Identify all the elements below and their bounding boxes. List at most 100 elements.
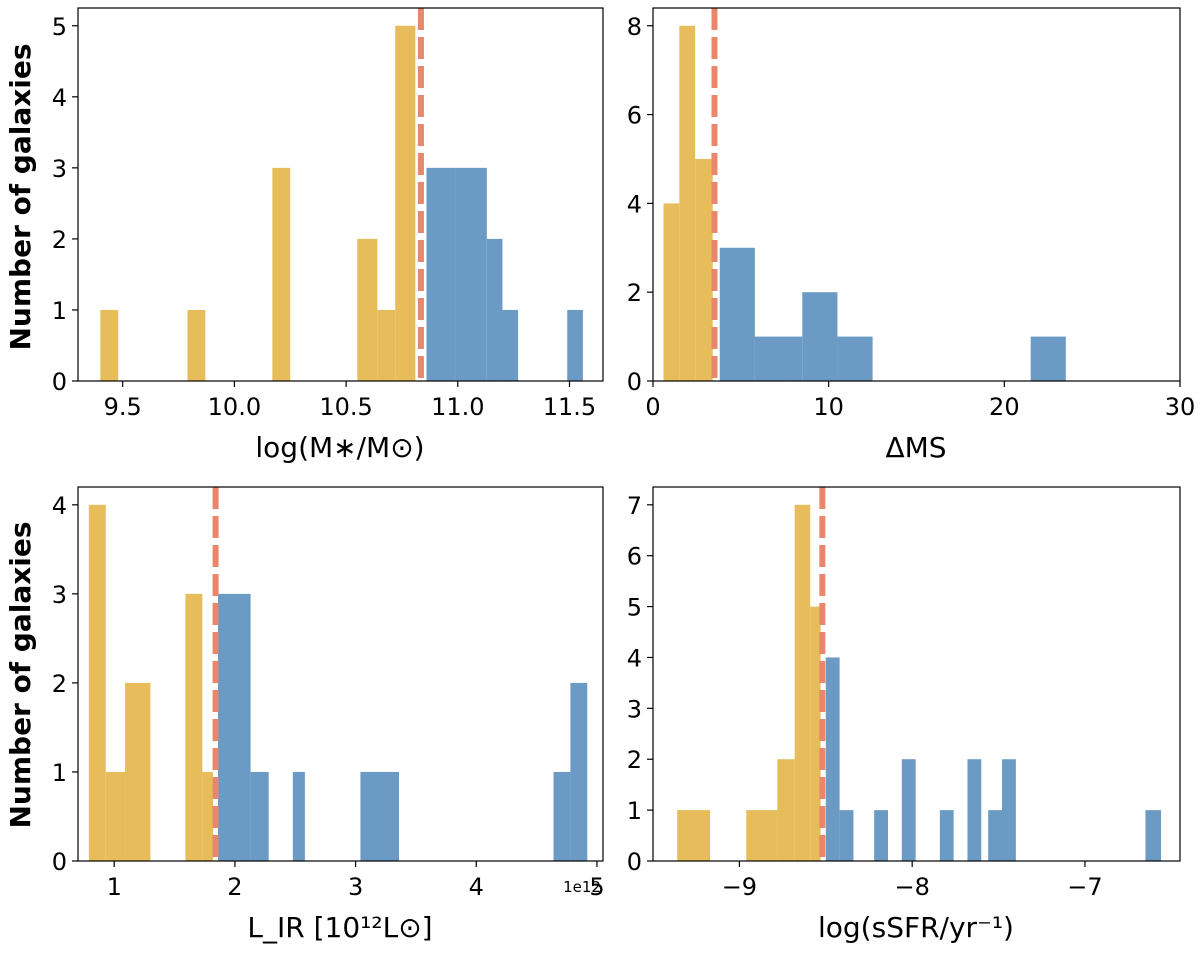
dms-ytick-label-1: 2 [627, 279, 642, 307]
dms-ytick-label-0: 0 [627, 368, 642, 396]
ssfr-ytick-label-0: 0 [627, 848, 642, 876]
dms-xtick-label-3: 30 [1165, 393, 1196, 421]
xlabel-specific-sfr: log(sSFR/yr⁻¹) [818, 911, 1014, 944]
ssfr-ytick-label-4: 4 [627, 644, 642, 672]
dms-bar-below-0 [663, 203, 680, 381]
panel-infrared-luminosity: 1 2 3 4 5 0 1 2 3 4 [52, 486, 605, 901]
ssfr-ytick-label-7: 7 [627, 492, 642, 520]
lir-bar-below-3 [185, 593, 203, 861]
ssfr-bar-above-2 [874, 810, 888, 861]
ssfr-ytick-label-1: 1 [627, 797, 642, 825]
ssfr-ytick-label-3: 3 [627, 695, 642, 723]
dms-bar-above-0 [719, 247, 755, 381]
ssfr-bar-above-5 [967, 759, 982, 861]
ssfr-xtick-label-2: −7 [1067, 873, 1102, 901]
mstar-bar-above-1 [455, 167, 487, 381]
mstar-ytick-label-0: 0 [52, 368, 67, 396]
mstar-xtick-label-4: 11.5 [543, 393, 596, 421]
dms-xtick-label-1: 10 [813, 393, 844, 421]
ssfr-bar-above-4 [939, 810, 954, 861]
lir-bar-above-1 [250, 771, 269, 861]
mstar-bar-below-0 [100, 309, 119, 381]
dms-ytick-label-4: 8 [627, 13, 642, 41]
mstar-axes-frame [77, 7, 604, 382]
dms-xtick-label-2: 20 [989, 393, 1020, 421]
mstar-bar-above-2 [486, 238, 503, 381]
mstar-ytick-label-3: 3 [52, 155, 67, 183]
lir-ytick-label-1: 1 [52, 759, 67, 787]
lir-bar-below-1 [105, 771, 126, 861]
lir-ytick-label-4: 4 [52, 492, 67, 520]
mstar-bar-above-0 [426, 167, 456, 381]
ssfr-xtick-label-0: −9 [722, 873, 757, 901]
lir-ytick-label-3: 3 [52, 581, 67, 609]
lir-ytick-label-0: 0 [52, 848, 67, 876]
ssfr-ytick-label-2: 2 [627, 746, 642, 774]
mstar-xtick-label-0: 9.5 [104, 393, 142, 421]
panel-specific-sfr: −9 −8 −7 0 1 2 3 4 5 6 7 [627, 486, 1181, 901]
mstar-bar-above-3 [502, 309, 519, 381]
ssfr-bar-below-0 [677, 810, 711, 861]
lir-bar-above-3 [360, 771, 400, 861]
dms-bar-below-2 [695, 158, 713, 381]
lir-bar-above-2 [292, 771, 305, 861]
ssfr-bar-above-7 [1002, 759, 1016, 861]
mstar-ytick-label-2: 2 [52, 226, 67, 254]
dms-axes-frame [652, 7, 1181, 382]
ssfr-bar-below-2 [777, 759, 795, 861]
dms-bar-above-1 [754, 336, 791, 381]
mstar-ytick-label-4: 4 [52, 84, 67, 112]
ssfr-bar-below-3 [794, 504, 811, 861]
dms-bar-below-1 [679, 25, 696, 382]
dms-bar-above-5 [1030, 336, 1066, 381]
ssfr-bar-above-1 [839, 810, 854, 861]
xlabel-stellar-mass: log(M∗/M⊙) [255, 431, 424, 464]
ssfr-bar-above-3 [901, 759, 916, 861]
xlabel-delta-ms: ΔMS [885, 431, 946, 464]
mstar-xtick-label-2: 10.5 [319, 393, 372, 421]
panel-delta-ms: 0 10 20 30 0 2 4 6 8 [627, 7, 1196, 421]
lir-bar-above-4 [553, 771, 571, 861]
offset-text-lir: 1e12 [563, 878, 601, 896]
lir-bar-above-5 [570, 682, 588, 861]
lir-axes-frame [77, 486, 604, 862]
ssfr-bar-above-8 [1145, 810, 1161, 861]
mstar-bar-below-3 [357, 238, 378, 381]
ssfr-bar-above-6 [988, 810, 1003, 861]
mstar-ytick-label-5: 5 [52, 13, 67, 41]
ssfr-ytick-label-6: 6 [627, 543, 642, 571]
ssfr-bar-above-0 [825, 657, 840, 861]
ssfr-ytick-label-5: 5 [627, 594, 642, 622]
lir-bar-below-4 [202, 771, 214, 861]
lir-bar-below-2 [125, 682, 151, 861]
dms-bar-above-3 [802, 292, 838, 381]
mstar-bar-below-2 [272, 167, 291, 381]
ylabel-top: Number of galaxies [4, 43, 37, 350]
ssfr-axes-frame [652, 486, 1181, 862]
dms-xtick-label-0: 0 [645, 393, 660, 421]
dms-bar-above-4 [837, 336, 873, 381]
lir-xtick-label-2: 3 [348, 873, 363, 901]
lir-xtick-label-3: 4 [469, 873, 484, 901]
lir-bar-above-0 [218, 593, 251, 861]
mstar-ytick-label-1: 1 [52, 297, 67, 325]
lir-xtick-label-4: 5 [589, 873, 604, 901]
mstar-xtick-label-3: 11.0 [431, 393, 484, 421]
mstar-bar-above-4 [567, 309, 583, 381]
mstar-bar-below-1 [187, 309, 206, 381]
ssfr-bar-below-4 [810, 606, 821, 861]
mstar-bar-below-5 [395, 25, 416, 382]
lir-xtick-label-1: 2 [227, 873, 242, 901]
mstar-xtick-label-1: 10.0 [208, 393, 261, 421]
lir-xtick-label-0: 1 [107, 873, 122, 901]
lir-ytick-label-2: 2 [52, 670, 67, 698]
dms-ytick-label-2: 4 [627, 190, 642, 218]
xlabel-infrared-luminosity: L_IR [10¹²L⊙] [247, 911, 432, 944]
ssfr-xtick-label-1: −8 [894, 873, 929, 901]
ylabel-bottom: Number of galaxies [4, 521, 37, 828]
panel-stellar-mass: 9.5 10.0 10.5 11.0 11.5 0 1 2 3 4 5 [52, 7, 604, 421]
dms-bar-above-2 [790, 336, 803, 381]
ssfr-bar-below-1 [746, 810, 778, 861]
dms-ytick-label-3: 6 [627, 102, 642, 130]
